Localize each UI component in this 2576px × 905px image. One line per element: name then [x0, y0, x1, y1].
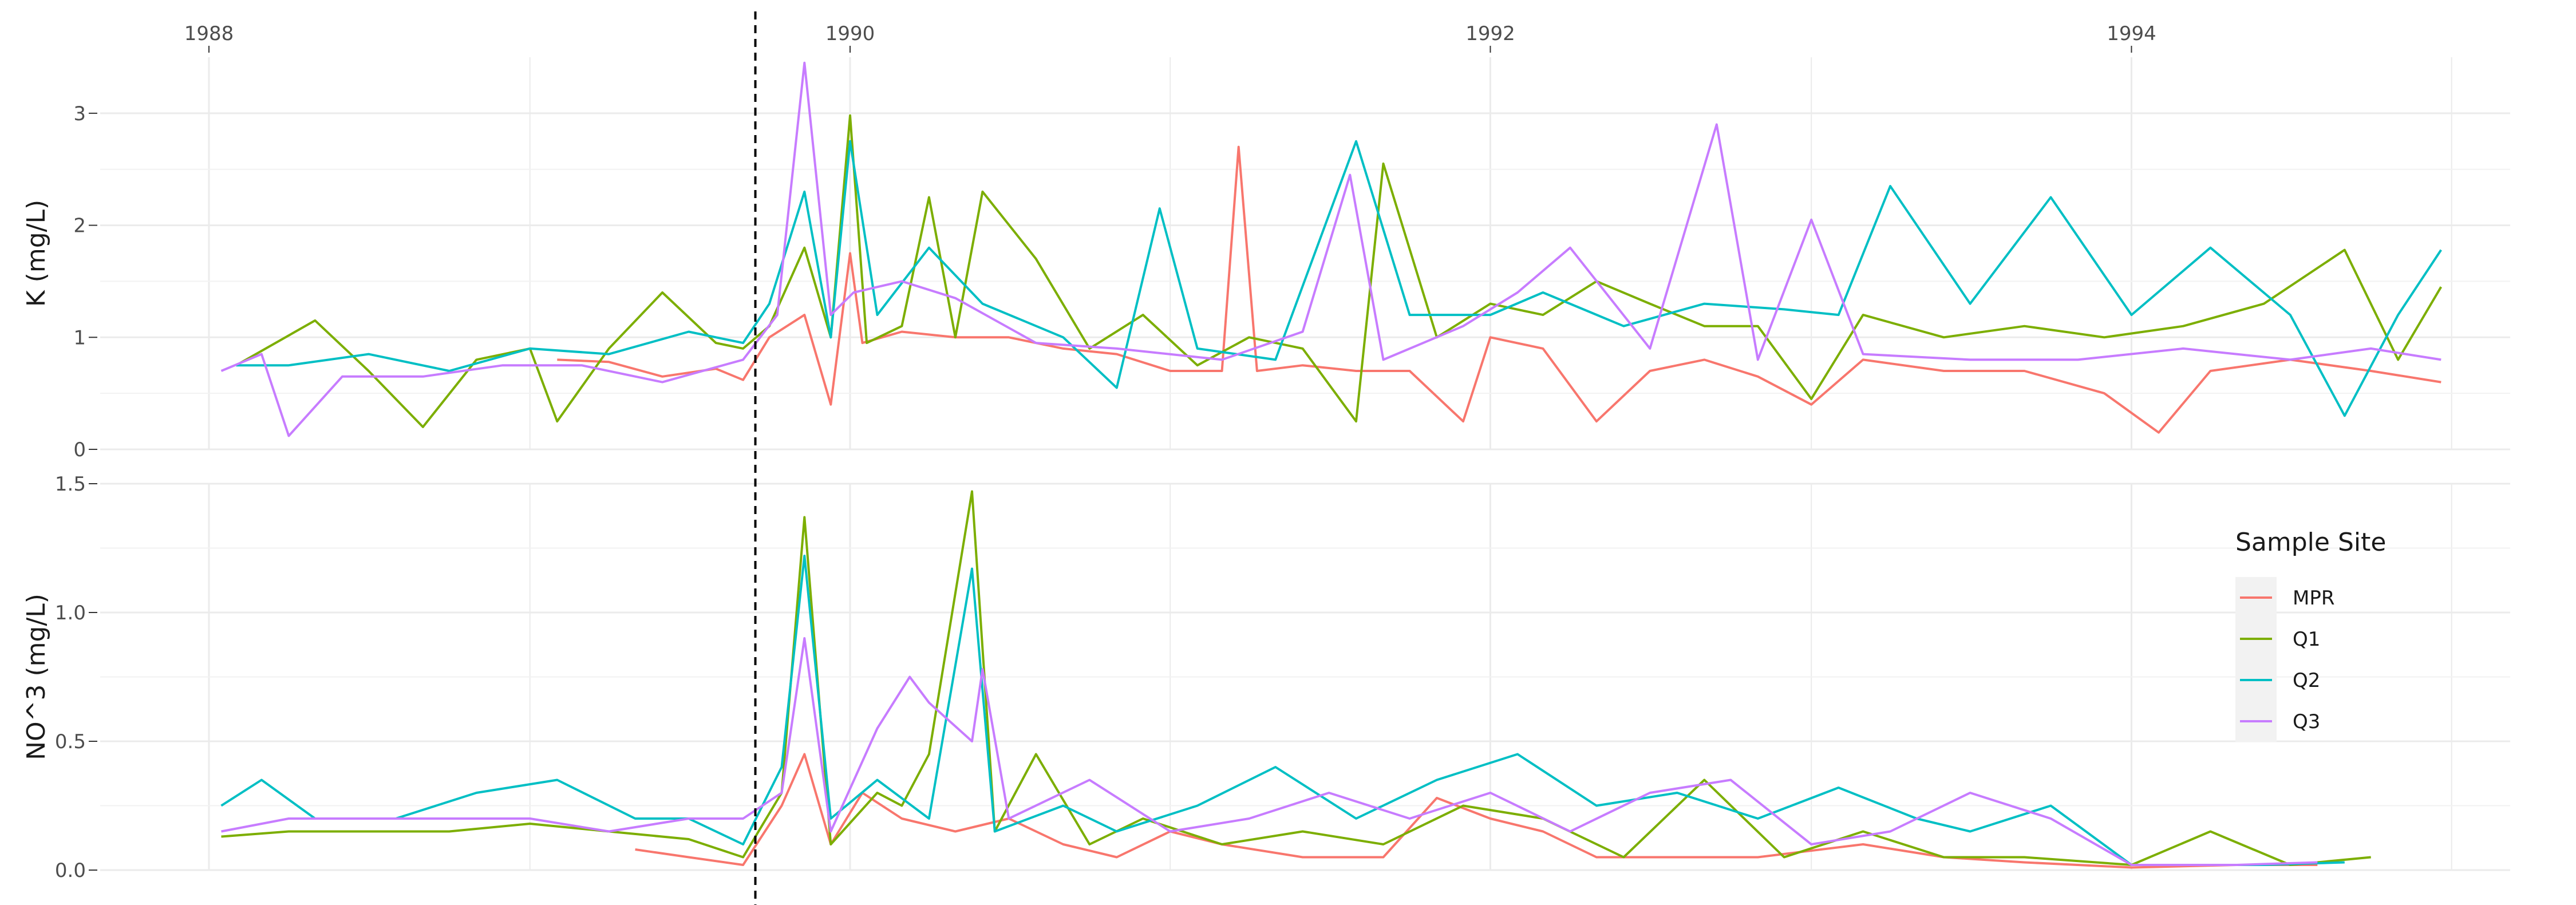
series-line-q2-panel-2 [220, 555, 2345, 866]
grid-layer [100, 57, 2510, 871]
y-tick-label: 1.5 [55, 473, 86, 496]
legend-label-q2: Q2 [2293, 669, 2320, 692]
y-tick-label: 1.0 [55, 602, 86, 625]
legend-label-q1: Q1 [2293, 628, 2320, 651]
x-tick-label-1992: 1992 [1465, 22, 1515, 45]
top-x-axis: 1988 1990 1992 1994 [184, 22, 2156, 53]
series-line-q3-panel-2 [221, 637, 2318, 866]
x-tick-label-1988: 1988 [184, 22, 234, 45]
series-line-mpr-panel-1 [557, 145, 2441, 434]
y-tick-label: 0 [73, 438, 86, 461]
legend-label-q3: Q3 [2293, 710, 2320, 733]
y-axis-title-panel-1: K (mg/L) [22, 200, 51, 307]
series-line-q2-panel-1 [236, 140, 2442, 417]
y-tick-label: 0.5 [55, 730, 86, 753]
y-tick-label: 3 [73, 102, 86, 125]
x-tick-label-1994: 1994 [2107, 22, 2156, 45]
series-line-q1-panel-2 [221, 490, 2371, 866]
x-tick-label-1990: 1990 [825, 22, 875, 45]
legend: Sample Site MPR Q1 Q2 Q3 [2235, 528, 2386, 742]
legend-title: Sample Site [2235, 528, 2386, 557]
y-tick-label: 1 [73, 326, 86, 349]
panel-layer: 0 1 2 3 K (mg/L) 0.0 0.5 1.0 1.5 NO^3 (mg/L) [22, 61, 2443, 882]
y-tick-label: 2 [73, 215, 86, 238]
y-axis-title-panel-2: NO^3 (mg/L) [22, 594, 51, 760]
series-line-mpr-panel-2 [635, 753, 2318, 869]
series-line-q3-panel-1 [220, 61, 2441, 437]
legend-label-mpr: MPR [2293, 587, 2334, 610]
series-line-q1-panel-1 [235, 114, 2443, 428]
y-tick-label: 0.0 [55, 859, 86, 882]
